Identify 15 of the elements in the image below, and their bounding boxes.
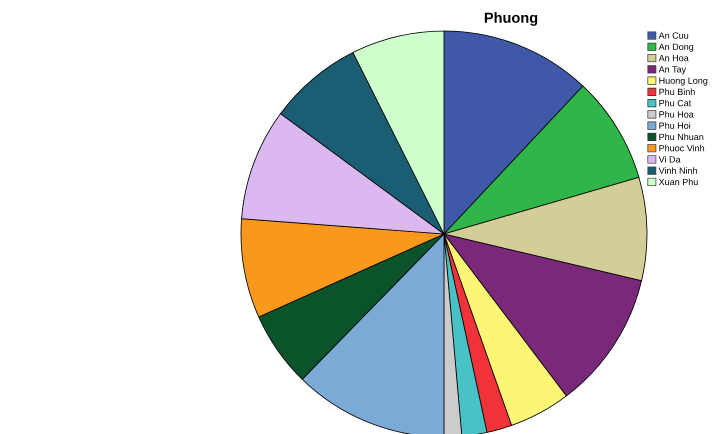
legend-label: An Tay: [658, 66, 686, 74]
legend-label: Phu Nhuan: [659, 133, 704, 140]
legend-label: Vinh Ninh: [658, 167, 698, 174]
legend-label: Xuan Phu: [658, 178, 698, 186]
legend-label: Vi Da: [658, 156, 681, 163]
legend-label: An Dong: [658, 44, 694, 52]
legend-label: An Cuu: [658, 32, 688, 39]
chart-title: Phuong: [484, 12, 538, 26]
legend-label: Phuoc Vinh: [659, 144, 704, 152]
legend-label: Huong Long: [659, 78, 708, 86]
legend-label: Phu Cat: [659, 100, 692, 106]
legend-label: Phu Hoi: [659, 122, 690, 129]
legend-label: Phu Binh: [659, 88, 695, 96]
legend-label: Phu Hoa: [659, 110, 694, 118]
legend-label: An Hoa: [658, 54, 689, 62]
